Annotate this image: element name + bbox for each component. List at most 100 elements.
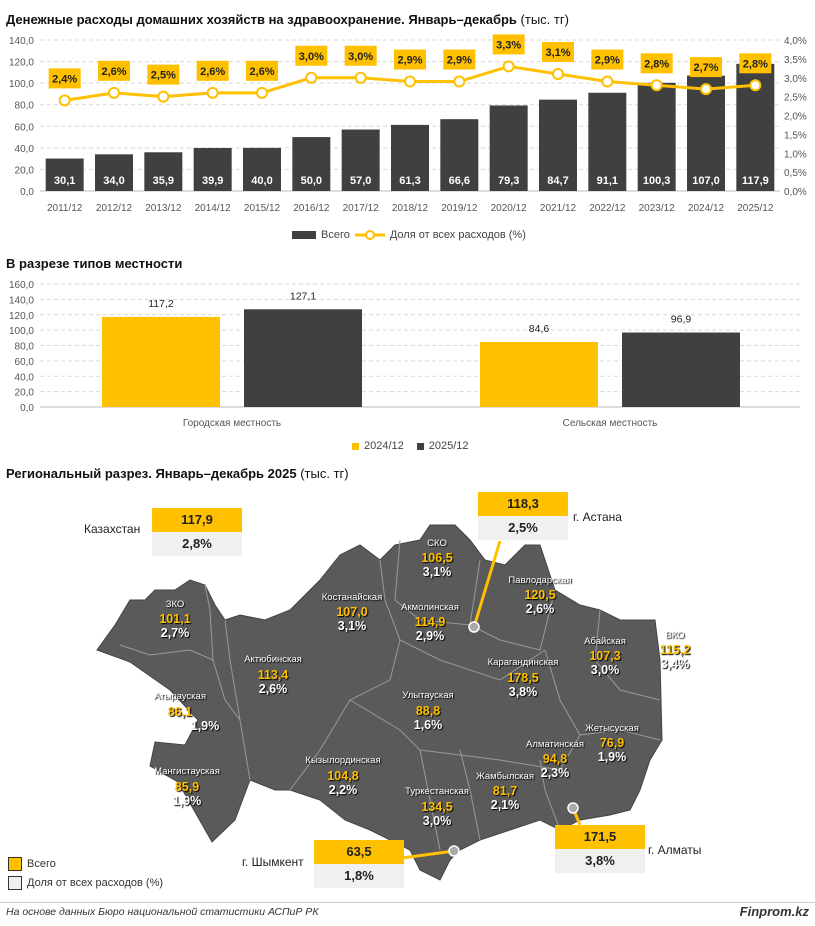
share-label-box <box>394 49 426 70</box>
bar-value-label: 117,9 <box>742 175 769 187</box>
region-value: 94,8 <box>542 752 568 766</box>
region-value: 81,7 <box>492 784 518 798</box>
share-label: 2,7% <box>693 62 718 74</box>
share-label: 3,0% <box>348 51 373 63</box>
share-label-box <box>196 60 229 81</box>
region-value: 88,8 <box>415 704 441 718</box>
region-name: ЗКО <box>165 599 185 610</box>
region-name: Мангистауская <box>154 766 220 777</box>
bar-value-label: 84,7 <box>547 175 568 187</box>
region-value: 120,5 <box>524 588 556 602</box>
x-tick-label: 2011/12 <box>47 203 83 214</box>
region-value: 134,5 <box>421 800 453 814</box>
bar <box>637 82 676 191</box>
region-value: 104,8 <box>327 769 359 783</box>
bar <box>292 137 331 191</box>
share-point <box>749 79 762 92</box>
map-title: Региональный разрез. Январь–декабрь 2025… <box>6 466 349 481</box>
region-share: 2,6% <box>258 682 288 696</box>
y-tick-label: 120,0 <box>9 311 34 322</box>
bar-value-label: 79,3 <box>498 175 519 187</box>
share-label-box <box>443 49 476 70</box>
share-label-box <box>48 68 81 89</box>
x-tick-label: 2024/12 <box>688 203 725 214</box>
callout-value: 117,9 <box>152 508 242 532</box>
footer-source: На основе данных Бюро национальной стати… <box>6 906 319 918</box>
legend-label: Доля от всех расходов (%) <box>27 877 164 889</box>
y-tick-label: 60,0 <box>15 357 35 368</box>
y2-tick-label: 0,0% <box>784 187 807 198</box>
share-label-box <box>492 34 525 55</box>
map-title-unit: (тыс. тг) <box>300 466 349 481</box>
chart2-legend: 2024/12 2025/12 <box>352 440 469 452</box>
bar <box>622 332 740 407</box>
bar <box>391 124 429 191</box>
x-tick-label: 2016/12 <box>293 203 330 214</box>
share-label: 2,6% <box>249 66 274 78</box>
callout-share: 3,8% <box>555 849 645 873</box>
share-point <box>354 71 367 84</box>
region-share: 3,8% <box>508 685 538 699</box>
bar <box>193 147 232 191</box>
share-label-box <box>246 60 278 81</box>
y-tick-label: 40,0 <box>15 144 35 155</box>
callout-label: г. Астана <box>573 510 622 524</box>
bar-value-label: 84,6 <box>529 323 550 335</box>
region-value: 178,5 <box>507 671 539 685</box>
share-label: 3,3% <box>496 39 521 51</box>
x-tick-label: 2025/12 <box>737 203 774 214</box>
share-label: 2,8% <box>743 58 768 70</box>
share-label: 2,9% <box>397 55 422 67</box>
y-tick-label: 60,0 <box>15 122 35 133</box>
callout-label: г. Алматы <box>648 843 702 857</box>
share-label: 2,5% <box>151 70 176 82</box>
region-share: 2,6% <box>525 602 555 616</box>
x-tick-label: 2015/12 <box>244 203 281 214</box>
footer-brand: Finprom.kz <box>739 904 809 919</box>
region-name: Туркестанская <box>405 786 469 797</box>
legend-swatch-total <box>8 857 22 871</box>
share-label-box <box>147 64 180 85</box>
share-label: 2,9% <box>595 55 620 67</box>
bar-value-label: 57,0 <box>350 175 371 187</box>
share-label: 2,6% <box>101 66 126 78</box>
share-label: 2,4% <box>52 73 77 85</box>
footer-divider <box>0 902 815 903</box>
x-tick-label: 2014/12 <box>195 203 232 214</box>
region-value: 76,9 <box>599 736 625 750</box>
region-value: 107,3 <box>589 649 621 663</box>
legend-label: Всего <box>321 229 350 241</box>
x-tick-label: 2013/12 <box>145 203 182 214</box>
region-value: 107,0 <box>336 605 368 619</box>
astana-pointer <box>472 540 502 628</box>
bar <box>489 105 528 191</box>
callout-label: Казахстан <box>84 522 141 536</box>
x-tick-label: 2022/12 <box>589 203 626 214</box>
y-tick-label: 0,0 <box>20 403 34 414</box>
share-point <box>700 83 712 96</box>
region-value: 86,1 <box>167 705 193 719</box>
chart1-title: Денежные расходы домашних хозяйств на зд… <box>6 12 569 27</box>
bar <box>45 158 84 191</box>
bar-value-label: 100,3 <box>643 175 671 187</box>
shymkent-marker <box>448 845 460 857</box>
share-point <box>256 86 268 99</box>
chart1-legend: Всего Доля от всех расходов (%) <box>292 229 526 241</box>
legend-swatch-share <box>8 876 22 890</box>
legend-swatch-2025 <box>416 442 424 450</box>
share-label: 3,1% <box>545 47 570 59</box>
share-label-box <box>640 53 673 74</box>
share-point <box>157 90 170 103</box>
bar-value-label: 66,6 <box>449 175 470 187</box>
region-name: ВКО <box>665 630 685 641</box>
share-point <box>552 67 564 80</box>
y2-tick-label: 2,5% <box>784 93 807 104</box>
callout-box: 63,5 1,8% <box>314 840 404 888</box>
legend-label: Доля от всех расходов (%) <box>389 229 526 241</box>
region-value: 113,4 <box>257 668 289 682</box>
callout-share: 2,5% <box>478 516 568 540</box>
y2-tick-label: 3,0% <box>784 74 807 85</box>
region-name: Жетысуская <box>585 723 639 734</box>
y-tick-label: 40,0 <box>15 372 35 383</box>
